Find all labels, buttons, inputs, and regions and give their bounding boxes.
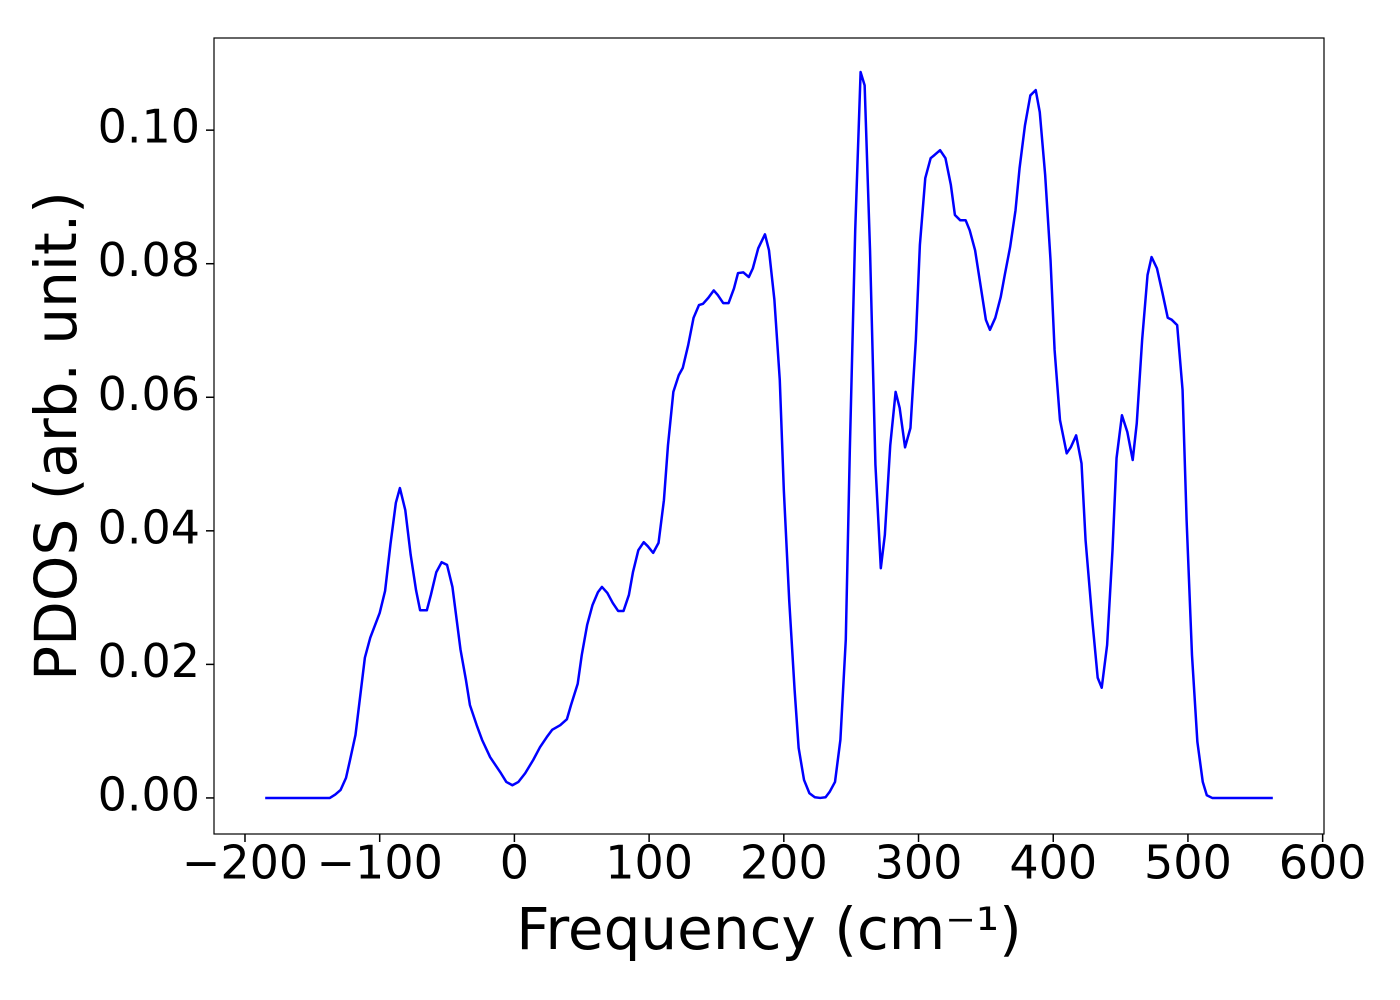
y-axis-label: PDOS (arb. unit.) [22,191,90,681]
data-line [265,70,1273,800]
x-tick-label: 200 [740,836,828,890]
x-tick-label: 300 [875,836,963,890]
y-tick-label: 0.00 [98,767,200,821]
x-tick-label: 100 [605,836,693,890]
x-tick-label: 400 [1009,836,1097,890]
x-tick-label: −100 [317,836,443,890]
x-tick-label: −200 [182,836,308,890]
y-tick-label: 0.02 [98,634,200,688]
x-axis-label: Frequency (cm⁻¹) [516,895,1022,963]
x-tick-label: 500 [1144,836,1232,890]
y-tick-label: 0.06 [98,367,200,421]
x-tick-label: 0 [500,836,529,890]
y-tick-label: 0.08 [98,233,200,287]
y-tick-label: 0.10 [98,100,200,154]
plot-frame [213,37,1325,835]
y-tick-label: 0.04 [98,500,200,554]
x-tick-label: 600 [1279,836,1367,890]
